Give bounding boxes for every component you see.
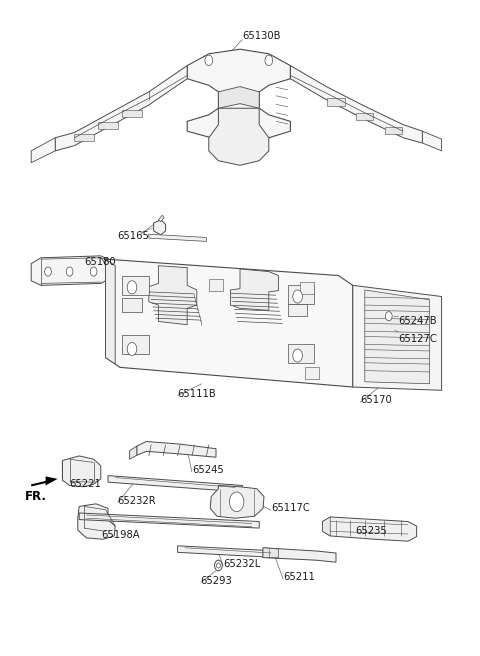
Polygon shape (263, 548, 278, 558)
Polygon shape (31, 256, 115, 285)
Text: 65232L: 65232L (223, 559, 261, 569)
Circle shape (215, 560, 222, 571)
Circle shape (127, 281, 137, 294)
Polygon shape (353, 285, 442, 390)
Polygon shape (130, 446, 137, 459)
Text: 65221: 65221 (70, 479, 101, 489)
Text: 65232R: 65232R (118, 495, 156, 506)
Circle shape (45, 267, 51, 276)
Polygon shape (46, 476, 58, 485)
Polygon shape (356, 113, 373, 120)
Polygon shape (55, 66, 187, 151)
Circle shape (90, 267, 97, 276)
Text: 65130B: 65130B (242, 31, 281, 41)
Polygon shape (288, 285, 314, 304)
Text: 65111B: 65111B (178, 388, 216, 399)
Text: 65127C: 65127C (398, 334, 437, 344)
Circle shape (229, 492, 244, 512)
Polygon shape (178, 546, 278, 558)
Text: FR.: FR. (25, 490, 47, 503)
Circle shape (265, 55, 273, 66)
Text: 65293: 65293 (201, 575, 232, 586)
Text: 65247B: 65247B (398, 316, 437, 327)
Polygon shape (327, 98, 345, 106)
Circle shape (385, 312, 392, 321)
Polygon shape (288, 344, 314, 363)
Text: 65235: 65235 (355, 526, 387, 537)
Polygon shape (210, 485, 264, 518)
Polygon shape (300, 282, 314, 294)
Polygon shape (79, 513, 259, 528)
Polygon shape (122, 298, 142, 312)
Polygon shape (101, 258, 130, 276)
Polygon shape (108, 476, 242, 492)
Polygon shape (288, 304, 307, 316)
Text: 65170: 65170 (360, 395, 392, 405)
Circle shape (293, 349, 302, 362)
Polygon shape (218, 87, 259, 108)
Polygon shape (388, 327, 395, 333)
Polygon shape (290, 66, 422, 143)
Text: 65198A: 65198A (101, 529, 139, 540)
Polygon shape (62, 456, 101, 487)
Polygon shape (158, 215, 164, 222)
Text: 65117C: 65117C (271, 503, 310, 514)
Circle shape (66, 267, 73, 276)
Polygon shape (263, 548, 336, 562)
Circle shape (293, 290, 302, 303)
Polygon shape (122, 335, 149, 354)
Polygon shape (98, 122, 118, 129)
Polygon shape (305, 367, 319, 379)
Polygon shape (323, 517, 417, 541)
Polygon shape (78, 504, 115, 539)
Text: 65211: 65211 (283, 572, 315, 583)
Polygon shape (122, 110, 142, 117)
Circle shape (205, 55, 213, 66)
Polygon shape (74, 134, 94, 141)
Text: 65165: 65165 (118, 231, 149, 241)
Polygon shape (422, 131, 442, 151)
Polygon shape (323, 517, 330, 536)
Polygon shape (385, 127, 402, 134)
Polygon shape (154, 220, 166, 235)
Polygon shape (187, 49, 290, 141)
Polygon shape (209, 108, 269, 165)
Polygon shape (106, 259, 115, 364)
Polygon shape (31, 138, 55, 163)
Circle shape (127, 342, 137, 356)
Polygon shape (106, 259, 353, 387)
Circle shape (216, 563, 220, 568)
Polygon shape (230, 269, 278, 310)
Polygon shape (137, 441, 216, 457)
Polygon shape (149, 234, 206, 241)
Polygon shape (122, 276, 149, 295)
Text: 65245: 65245 (192, 465, 224, 476)
Text: 65180: 65180 (84, 257, 116, 268)
Polygon shape (209, 279, 223, 291)
Polygon shape (365, 290, 430, 384)
Polygon shape (149, 266, 197, 325)
